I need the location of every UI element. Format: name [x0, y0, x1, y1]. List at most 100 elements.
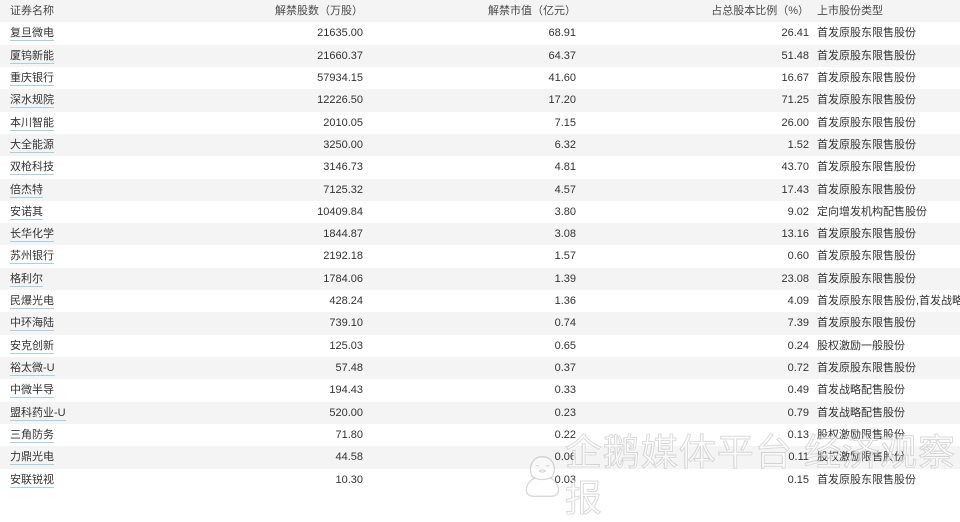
security-name-link[interactable]: 双枪科技: [10, 161, 54, 176]
security-name-cell: 格利尔: [0, 268, 150, 290]
share-type-cell: 首发原股东限售股份: [817, 161, 916, 174]
unlocked-value-cell: 3.08: [554, 228, 576, 241]
unlocked-value-cell: 0.23: [554, 406, 576, 419]
table-row: 盟科药业-U 520.00 0.23 0.79 首发战略配售股份: [0, 401, 960, 424]
security-name-link[interactable]: 复旦微电: [10, 27, 54, 42]
table-row: 长华化学 1844.87 3.08 13.16 首发原股东限售股份: [0, 223, 960, 246]
pct-of-capital-cell: 1.52: [787, 138, 809, 151]
col-unlocked-value: 解禁市值（亿元）: [488, 5, 576, 17]
security-name-link[interactable]: 民爆光电: [10, 295, 54, 310]
unlocked-value-cell: 1.57: [554, 250, 576, 263]
security-name-link[interactable]: 格利尔: [10, 272, 43, 287]
table-row: 复旦微电 21635.00 68.91 26.41 首发原股东限售股份: [0, 22, 960, 45]
pct-of-capital-cell: 43.70: [781, 161, 809, 174]
unlocked-shares-cell: 3146.73: [323, 161, 363, 174]
security-name-cell: 三角防务: [0, 424, 150, 446]
unlocked-value-cell: 0.37: [554, 362, 576, 374]
security-name-link[interactable]: 力鼎光电: [10, 451, 54, 466]
unlocked-shares-cell: 2192.18: [323, 250, 363, 263]
security-name-link[interactable]: 裕太微-U: [10, 362, 55, 376]
table-header-row: 证券名称 解禁股数（万股） 解禁市值（亿元） 占总股本比例（%） 上市股份类型: [0, 0, 960, 23]
share-type-cell: 首发原股东限售股份,首发战略配售股份: [817, 295, 960, 308]
pct-of-capital-cell: 26.00: [781, 116, 809, 129]
security-name-cell: 倍杰特: [0, 179, 150, 201]
security-name-link[interactable]: 本川智能: [10, 116, 54, 131]
security-name-link[interactable]: 中微半导: [10, 384, 54, 399]
security-name-link[interactable]: 安联锐视: [10, 473, 54, 488]
table-header: 证券名称 解禁股数（万股） 解禁市值（亿元） 占总股本比例（%） 上市股份类型: [0, 0, 960, 23]
share-type-cell: 首发原股东限售股份: [817, 94, 916, 107]
security-name-link[interactable]: 苏州银行: [10, 250, 54, 265]
pct-of-capital-cell: 7.39: [787, 317, 809, 330]
unlocked-value-cell: 41.60: [548, 71, 576, 84]
security-name-cell: 安联锐视: [0, 469, 150, 491]
table-row: 倍杰特 7125.32 4.57 17.43 首发原股东限售股份: [0, 178, 960, 201]
security-name-link[interactable]: 重庆银行: [10, 71, 54, 86]
col-unlocked-shares: 解禁股数（万股）: [275, 5, 363, 17]
security-name-cell: 安诺其: [0, 201, 150, 223]
security-name-cell: 中环海陆: [0, 312, 150, 334]
unlocked-shares-cell: 57.48: [335, 362, 363, 374]
share-type-cell: 首发原股东限售股份: [817, 250, 916, 263]
table-row: 力鼎光电 44.58 0.06 0.11 股权激励限售股份: [0, 446, 960, 469]
unlocked-shares-cell: 57934.15: [317, 71, 363, 84]
security-name-link[interactable]: 大全能源: [10, 138, 54, 153]
share-type-cell: 首发原股东限售股份: [817, 228, 916, 241]
security-name-cell: 本川智能: [0, 112, 150, 134]
security-name-cell: 苏州银行: [0, 245, 150, 267]
unlocked-value-cell: 0.06: [554, 451, 576, 464]
security-name-cell: 安克创新: [0, 335, 150, 357]
table-row: 中微半导 194.43 0.33 0.49 首发战略配售股份: [0, 379, 960, 402]
unlocked-shares-cell: 3250.00: [323, 138, 363, 151]
pct-of-capital-cell: 17.43: [781, 183, 809, 196]
share-type-cell: 首发原股东限售股份: [817, 71, 916, 84]
table-row: 本川智能 2010.05 7.15 26.00 首发原股东限售股份: [0, 111, 960, 134]
unlocked-shares-cell: 44.58: [335, 451, 363, 464]
table-row: 重庆银行 57934.15 41.60 16.67 首发原股东限售股份: [0, 66, 960, 90]
pct-of-capital-cell: 0.13: [787, 428, 809, 441]
table-row: 格利尔 1784.06 1.39 23.08 首发原股东限售股份: [0, 267, 960, 291]
security-name-link[interactable]: 安克创新: [10, 339, 54, 354]
table-row: 中环海陆 739.10 0.74 7.39 首发原股东限售股份: [0, 312, 960, 335]
unlocked-value-cell: 0.74: [554, 317, 576, 330]
unlocked-value-cell: 4.57: [554, 183, 576, 196]
security-name-link[interactable]: 倍杰特: [10, 183, 43, 198]
unlocked-shares-cell: 10.30: [335, 473, 363, 486]
table-row: 苏州银行 2192.18 1.57 0.60 首发原股东限售股份: [0, 245, 960, 268]
share-type-cell: 首发原股东限售股份: [817, 317, 916, 330]
security-name-link[interactable]: 长华化学: [10, 228, 54, 243]
unlocked-shares-cell: 7125.32: [323, 183, 363, 196]
security-name-cell: 长华化学: [0, 223, 150, 245]
unlocked-value-cell: 4.81: [554, 161, 576, 174]
unlocked-value-cell: 64.37: [548, 49, 576, 62]
security-name-link[interactable]: 深水规院: [10, 94, 54, 109]
share-type-cell: 定向增发机构配售股份: [817, 205, 927, 218]
security-name-link[interactable]: 盟科药业-U: [10, 406, 66, 421]
share-type-cell: 首发战略配售股份: [817, 384, 905, 397]
unlocked-shares-cell: 194.43: [329, 384, 363, 397]
pct-of-capital-cell: 23.08: [781, 272, 809, 285]
security-name-cell: 厦钨新能: [0, 45, 150, 67]
share-type-cell: 首发原股东限售股份: [817, 473, 916, 486]
pct-of-capital-cell: 0.49: [787, 384, 809, 397]
security-name-cell: 中微半导: [0, 379, 150, 401]
table-body: 复旦微电 21635.00 68.91 26.41 首发原股东限售股份 厦钨新能 21660…: [0, 22, 960, 491]
security-name-link[interactable]: 厦钨新能: [10, 49, 54, 64]
pct-of-capital-cell: 26.41: [781, 27, 809, 40]
table-row: 深水规院 12226.50 17.20 71.25 首发原股东限售股份: [0, 89, 960, 112]
unlocked-value-cell: 68.91: [548, 27, 576, 40]
security-name-link[interactable]: 安诺其: [10, 205, 43, 220]
unlocked-value-cell: 0.33: [554, 384, 576, 397]
unlocked-value-cell: 3.80: [554, 205, 576, 218]
pct-of-capital-cell: 51.48: [781, 49, 809, 62]
table-row: 安克创新 125.03 0.65 0.24 股权激励一般股份: [0, 334, 960, 357]
share-type-cell: 首发原股东限售股份: [817, 362, 916, 374]
share-type-cell: 首发原股东限售股份: [817, 27, 916, 40]
security-name-cell: 复旦微电: [0, 22, 150, 44]
pct-of-capital-cell: 0.24: [787, 339, 809, 352]
share-type-cell: 股权激励一般股份: [817, 339, 905, 352]
unlocked-value-cell: 0.22: [554, 428, 576, 441]
security-name-link[interactable]: 三角防务: [10, 428, 54, 443]
security-name-link[interactable]: 中环海陆: [10, 317, 54, 332]
pct-of-capital-cell: 0.72: [787, 362, 809, 374]
